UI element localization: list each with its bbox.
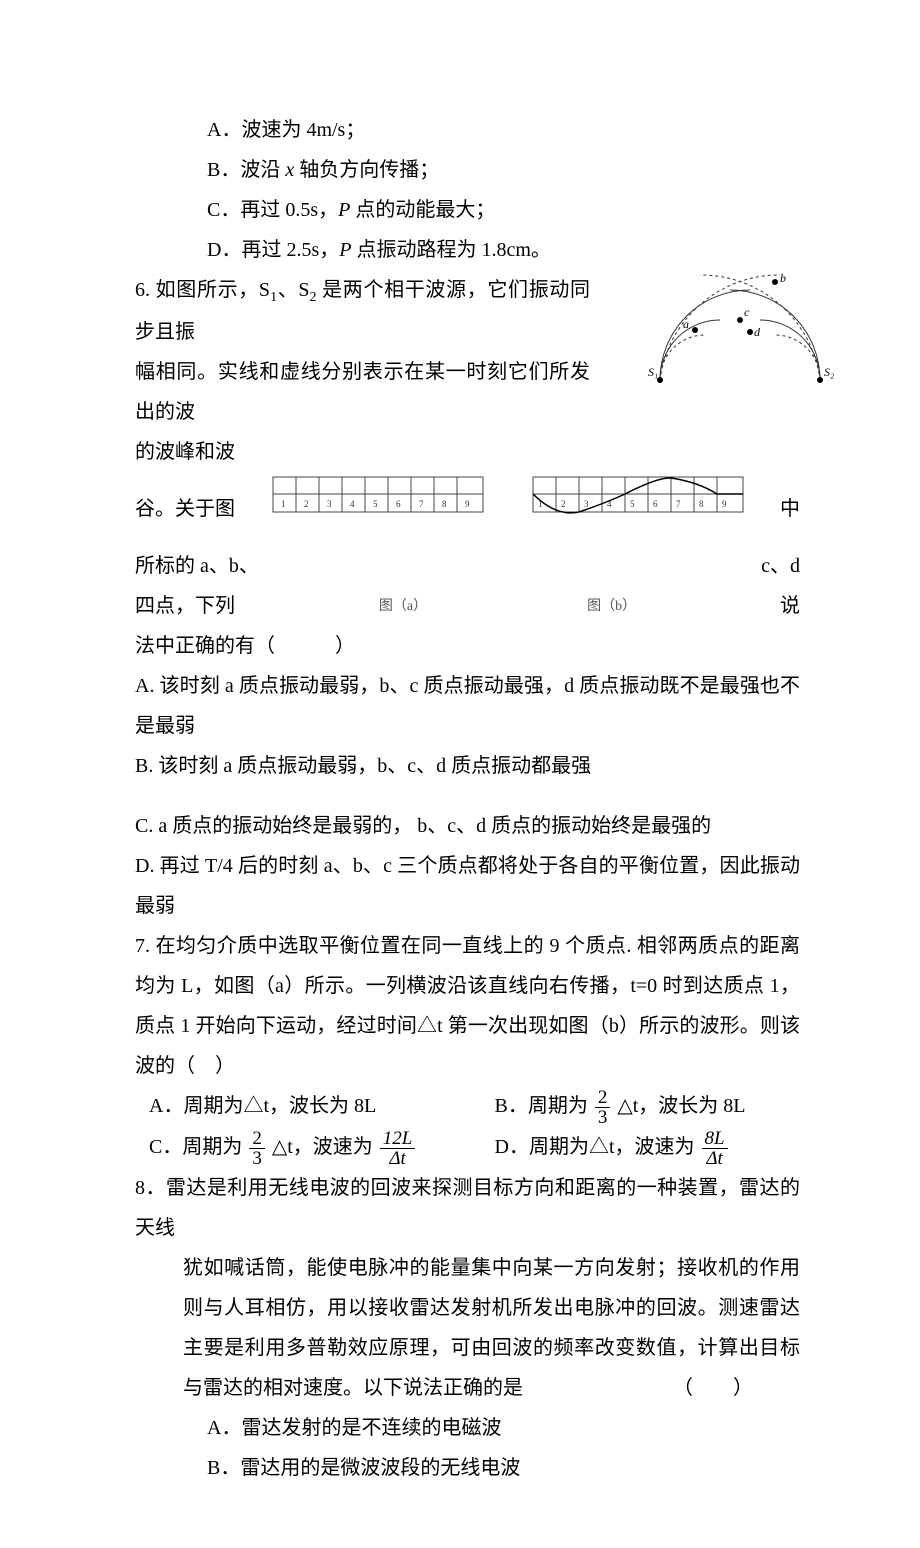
svg-text:4: 4 — [350, 499, 355, 509]
q7-option-d: D．周期为△t，波速为 8LΔt — [495, 1127, 801, 1168]
q7d-frac: 8LΔt — [702, 1129, 728, 1168]
svg-text:1: 1 — [281, 499, 286, 509]
interference-figure: S₁ S₂ a b c d — [640, 270, 840, 390]
q5c-pre: C．再过 0.5s， — [207, 199, 338, 221]
q7b-pre: B．周期为 — [495, 1095, 588, 1117]
q8-option-b: B．雷达用的是微波波段的无线电波 — [135, 1448, 800, 1488]
q5b-post: 轴负方向传播； — [294, 159, 439, 181]
q7b-post: △t，波长为 8L — [617, 1095, 745, 1117]
q6-l1-mid: 、S — [277, 279, 309, 301]
q7c-mid: △t，波速为 — [272, 1136, 373, 1158]
q6-seg2-right: 中 — [780, 489, 800, 529]
q6-seg4: 四点，下列 图（a） 图（b） 说 — [135, 586, 800, 626]
q7b-den: 3 — [595, 1108, 611, 1127]
svg-text:2: 2 — [561, 499, 566, 509]
q6-seg4-right: 说 — [780, 586, 800, 626]
svg-text:S₁: S₁ — [648, 365, 658, 379]
q6-option-a: A. 该时刻 a 质点振动最弱，b、c 质点振动最强，d 质点振动既不是最强也不… — [135, 666, 800, 746]
q5-option-b: B．波沿 x 轴负方向传播； — [135, 150, 800, 190]
q5-option-c: C．再过 0.5s，P 点的动能最大； — [135, 190, 800, 230]
svg-text:5: 5 — [630, 499, 635, 509]
svg-text:4: 4 — [607, 499, 612, 509]
q7-option-c: C．周期为 23 △t，波速为 12LΔt — [149, 1127, 455, 1168]
grid-fig-b-wrap: 1 2 3 4 5 6 7 8 9 — [528, 472, 748, 546]
q7c-frac2: 12LΔt — [380, 1129, 416, 1168]
q6-seg2: 谷。关于图 1 2 3 4 5 6 7 8 9 — [135, 472, 800, 546]
q6-seg3-left: 所标的 a、b、 — [135, 546, 259, 586]
q7-row2: C．周期为 23 △t，波速为 12LΔt D．周期为△t，波速为 8LΔt — [135, 1127, 800, 1168]
q7d-pre: D．周期为△t，波速为 — [495, 1136, 695, 1158]
q8-stem-head: 8．雷达是利用无线电波的回波来探测目标方向和距离的一种装置，雷达的天线 — [135, 1168, 800, 1248]
svg-text:S₂: S₂ — [824, 365, 834, 379]
q7c2-num: 12L — [380, 1129, 416, 1149]
svg-text:9: 9 — [722, 499, 727, 509]
q5d-pre: D．再过 2.5s， — [207, 239, 339, 261]
q5d-post: 点振动路程为 1.8cm。 — [351, 239, 550, 261]
svg-text:9: 9 — [465, 499, 470, 509]
q7-stem: 7. 在均匀介质中选取平衡位置在同一直线上的 9 个质点. 相邻两质点的距离均为… — [135, 926, 800, 1086]
exam-page: A．波速为 4m/s； B．波沿 x 轴负方向传播； C．再过 0.5s，P 点… — [0, 0, 920, 1548]
q5b-x: x — [285, 159, 294, 181]
q6-captions: 图（a） 图（b） — [235, 591, 780, 621]
q6-seg3-right: c、d — [761, 546, 800, 586]
q6-block: S₁ S₂ a b c d 6. 如图所示，S1、S2 是两个相干波源，它们振动… — [135, 270, 800, 666]
q6-s1: 1 — [270, 290, 277, 305]
svg-text:3: 3 — [327, 499, 332, 509]
fig-a-caption: 图（a） — [379, 593, 427, 621]
q7-row1: A．周期为△t，波长为 8L B．周期为 23 △t，波长为 8L — [135, 1086, 800, 1127]
svg-text:5: 5 — [373, 499, 378, 509]
q5-option-d: D．再过 2.5s，P 点振动路程为 1.8cm。 — [135, 230, 800, 270]
q6-seg2-left: 谷。关于图 — [135, 489, 235, 529]
svg-text:2: 2 — [304, 499, 309, 509]
svg-text:6: 6 — [396, 499, 401, 509]
q6-seg3: 所标的 a、b、 c、d — [135, 546, 800, 586]
svg-text:1: 1 — [538, 499, 543, 509]
svg-text:d: d — [754, 325, 761, 339]
q7c1-num: 2 — [249, 1129, 265, 1149]
grid-fig-a: 1 2 3 4 5 6 7 8 9 — [268, 472, 488, 532]
q6-option-d: D. 再过 T/4 后的时刻 a、b、c 三个质点都将处于各自的平衡位置，因此振… — [135, 846, 800, 926]
q7b-num: 2 — [595, 1088, 611, 1108]
q6-seg1-left: 的波峰和波 — [135, 432, 235, 472]
q8-stem-body: 犹如喊话筒，能使电脉冲的能量集中向某一方向发射；接收机的作用则与人耳相仿，用以接… — [135, 1248, 800, 1408]
grid-fig-b: 1 2 3 4 5 6 7 8 9 — [528, 472, 748, 532]
q6-mid-figs-row1: 1 2 3 4 5 6 7 8 9 1 2 3 4 5 6 7 8 9 — [235, 472, 780, 546]
q8-option-a: A．雷达发射的是不连续的电磁波 — [135, 1408, 800, 1448]
svg-text:3: 3 — [584, 499, 589, 509]
q6-l1-pre: 6. 如图所示，S — [135, 279, 270, 301]
q7-option-b: B．周期为 23 △t，波长为 8L — [495, 1086, 801, 1127]
q5b-pre: B．波沿 — [207, 159, 285, 181]
grid-fig-a-wrap: 1 2 3 4 5 6 7 8 9 — [268, 472, 488, 546]
q7b-frac: 23 — [595, 1088, 611, 1127]
q7-option-a: A．周期为△t，波长为 8L — [149, 1086, 455, 1127]
svg-text:a: a — [683, 317, 689, 331]
q6-seg4-left: 四点，下列 — [135, 586, 235, 626]
q6-s2: 2 — [310, 290, 317, 305]
q6-stem-tail: 法中正确的有（ ） — [135, 626, 800, 666]
q7c2-den: Δt — [380, 1149, 416, 1168]
blank-line — [135, 786, 800, 806]
q7d-num: 8L — [702, 1129, 728, 1149]
q7c-pre: C．周期为 — [149, 1136, 242, 1158]
svg-text:b: b — [780, 271, 786, 285]
q7d-den: Δt — [702, 1149, 728, 1168]
svg-text:7: 7 — [676, 499, 681, 509]
q5d-p: P — [339, 239, 351, 261]
q6-option-b: B. 该时刻 a 质点振动最弱，b、c、d 质点振动都最强 — [135, 746, 800, 786]
svg-text:7: 7 — [419, 499, 424, 509]
svg-text:8: 8 — [442, 499, 447, 509]
q7c-frac1: 23 — [249, 1129, 265, 1168]
fig-b-caption: 图（b） — [587, 593, 636, 621]
svg-text:c: c — [744, 305, 750, 319]
q6-seg1: 的波峰和波 — [135, 432, 800, 472]
q7c1-den: 3 — [249, 1149, 265, 1168]
q5c-post: 点的动能最大； — [350, 199, 495, 221]
q5c-p: P — [338, 199, 350, 221]
svg-text:8: 8 — [699, 499, 704, 509]
svg-text:6: 6 — [653, 499, 658, 509]
q5-option-a: A．波速为 4m/s； — [135, 110, 800, 150]
q6-option-c: C. a 质点的振动始终是最弱的， b、c、d 质点的振动始终是最强的 — [135, 806, 800, 846]
